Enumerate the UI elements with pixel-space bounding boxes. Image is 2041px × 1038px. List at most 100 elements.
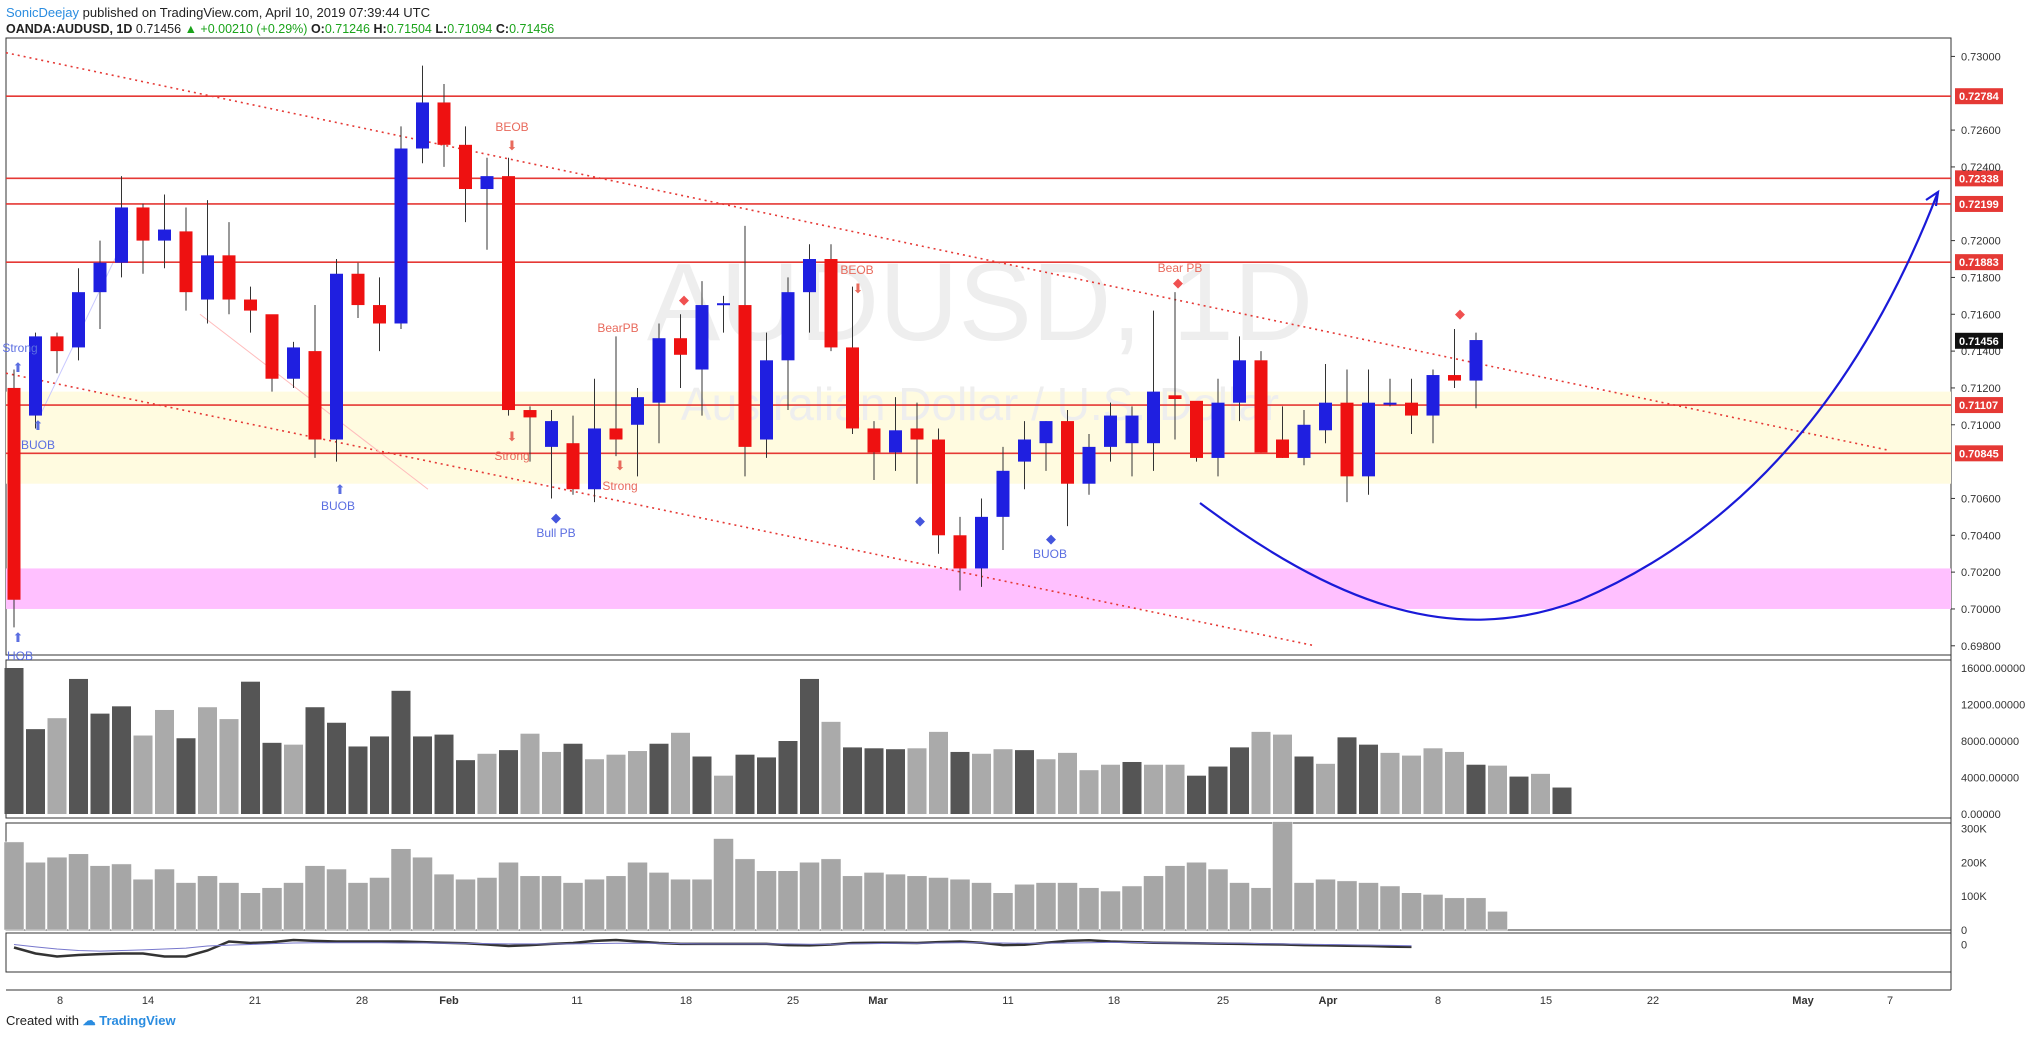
annotation-label: Bear PB — [1158, 261, 1203, 275]
down-arrow-icon: ⬇ — [507, 138, 518, 153]
candle-body — [29, 336, 42, 416]
volume2-bar — [476, 877, 498, 931]
candle-body — [1254, 360, 1268, 453]
candle-body — [158, 229, 171, 241]
volume-bar — [391, 690, 411, 814]
time-tick-label: 8 — [1435, 995, 1441, 1007]
time-tick-label: May — [1792, 995, 1814, 1007]
volume2-bar — [1401, 892, 1422, 931]
candle-body — [1297, 424, 1311, 458]
volume2-bar — [1057, 882, 1078, 931]
support-zone-pink — [6, 568, 1951, 609]
candle-body — [975, 516, 988, 569]
up-arrow-icon: ⬆ — [13, 360, 24, 375]
candle-body — [1469, 340, 1483, 381]
volume-bar — [735, 754, 755, 814]
volume2-tick-label: 200K — [1961, 857, 1987, 869]
volume2-bar — [89, 865, 111, 931]
watermark-name: Australian Dollar / U.S. Dollar — [681, 378, 1279, 430]
volume-bar — [1466, 764, 1486, 814]
volume2-bar — [46, 856, 68, 931]
price-tick-label-3: 0.72000 — [1961, 236, 2001, 248]
candle-body — [1405, 402, 1418, 416]
volume-tick-label: 0.00000 — [1961, 809, 2001, 821]
candle-body — [545, 421, 558, 447]
candle-body — [588, 428, 601, 490]
tradingview-brand[interactable]: TradingView — [99, 1013, 176, 1028]
time-tick-label: 25 — [1217, 995, 1229, 1007]
author-link[interactable]: SonicDeejay — [6, 5, 79, 20]
down-arrow-icon: ⬇ — [615, 458, 626, 473]
volume2-bar — [197, 875, 218, 931]
volume2-bar — [433, 873, 455, 931]
volume-bar — [1230, 747, 1249, 814]
volume2-bar — [605, 875, 627, 931]
symbol-label: OANDA:AUDUSD, 1D — [6, 22, 133, 36]
level-tag-4 — [1955, 397, 2003, 414]
volume-bar — [370, 736, 389, 814]
volume-bar — [327, 722, 346, 814]
tradingview-logo-icon[interactable]: ☁ — [82, 1013, 96, 1028]
volume-bar — [133, 735, 153, 814]
volume2-bar — [1358, 882, 1379, 931]
oscillator-line-0 — [13, 938, 1412, 958]
candle-body — [1448, 375, 1461, 381]
candle-body — [1147, 391, 1160, 444]
candle-body — [136, 207, 150, 241]
volume2-bar — [1229, 882, 1250, 931]
volume2-bar — [68, 853, 89, 931]
price-tick-label-0: 0.73000 — [1961, 51, 2001, 63]
change-value: +0.00210 (+0.29%) — [200, 22, 308, 36]
volume2-bar — [1164, 865, 1186, 931]
volume2-bar — [1336, 880, 1358, 931]
volume-bar — [176, 738, 196, 814]
volume-bar — [649, 743, 669, 814]
volume2-bar — [1379, 885, 1401, 931]
candle-body — [695, 305, 709, 370]
volume2-bar — [111, 863, 132, 931]
volume2-bar — [1100, 890, 1121, 931]
high-label: H: — [373, 22, 387, 36]
volume2-tick-label: 300K — [1961, 823, 1987, 835]
low-label: L: — [435, 22, 448, 36]
price-tick-label-4: 0.71800 — [1961, 272, 2001, 284]
price-tick-label-5: 0.71600 — [1961, 309, 2001, 321]
annotation-label: Strong — [602, 479, 637, 493]
candle-body — [330, 273, 343, 440]
volume-bar — [219, 719, 239, 814]
time-tick-label: 18 — [1108, 995, 1120, 1007]
volume-bar — [972, 753, 991, 814]
volume-bar — [198, 707, 217, 814]
volume-bar — [499, 750, 518, 814]
volume2-bar — [1186, 862, 1207, 931]
candle-body — [953, 535, 967, 569]
candle-body — [1104, 415, 1117, 447]
candle-body — [50, 336, 64, 352]
volume-bar — [563, 743, 583, 814]
volume-bar — [1122, 761, 1142, 814]
volume-bar — [714, 775, 733, 814]
publish-info: published on TradingView.com, April 10, … — [82, 5, 430, 20]
volume2-bar — [1487, 911, 1508, 931]
candle-body — [1082, 446, 1096, 484]
candle-body — [760, 360, 773, 440]
volume-bar — [1509, 776, 1529, 814]
volume-tick-label: 4000.00000 — [1961, 773, 2019, 785]
level-label-0: 0.72784 — [1959, 91, 2000, 103]
close-value: 0.71456 — [509, 22, 555, 36]
candle-body — [502, 176, 515, 411]
volume-bar — [4, 668, 24, 814]
candle-body — [72, 292, 85, 348]
annotation-label: Strong — [2, 341, 37, 355]
volume-bar — [778, 741, 798, 814]
candle-body — [1211, 402, 1225, 458]
volume2-bar — [842, 875, 863, 931]
volume-bar — [606, 754, 626, 814]
volume-bar — [284, 744, 303, 814]
volume-bar — [1380, 752, 1400, 814]
time-tick-label: 11 — [1002, 995, 1013, 1007]
volume2-bar — [713, 838, 734, 931]
candle-body — [308, 351, 322, 440]
last-price: 0.71456 — [135, 22, 182, 36]
